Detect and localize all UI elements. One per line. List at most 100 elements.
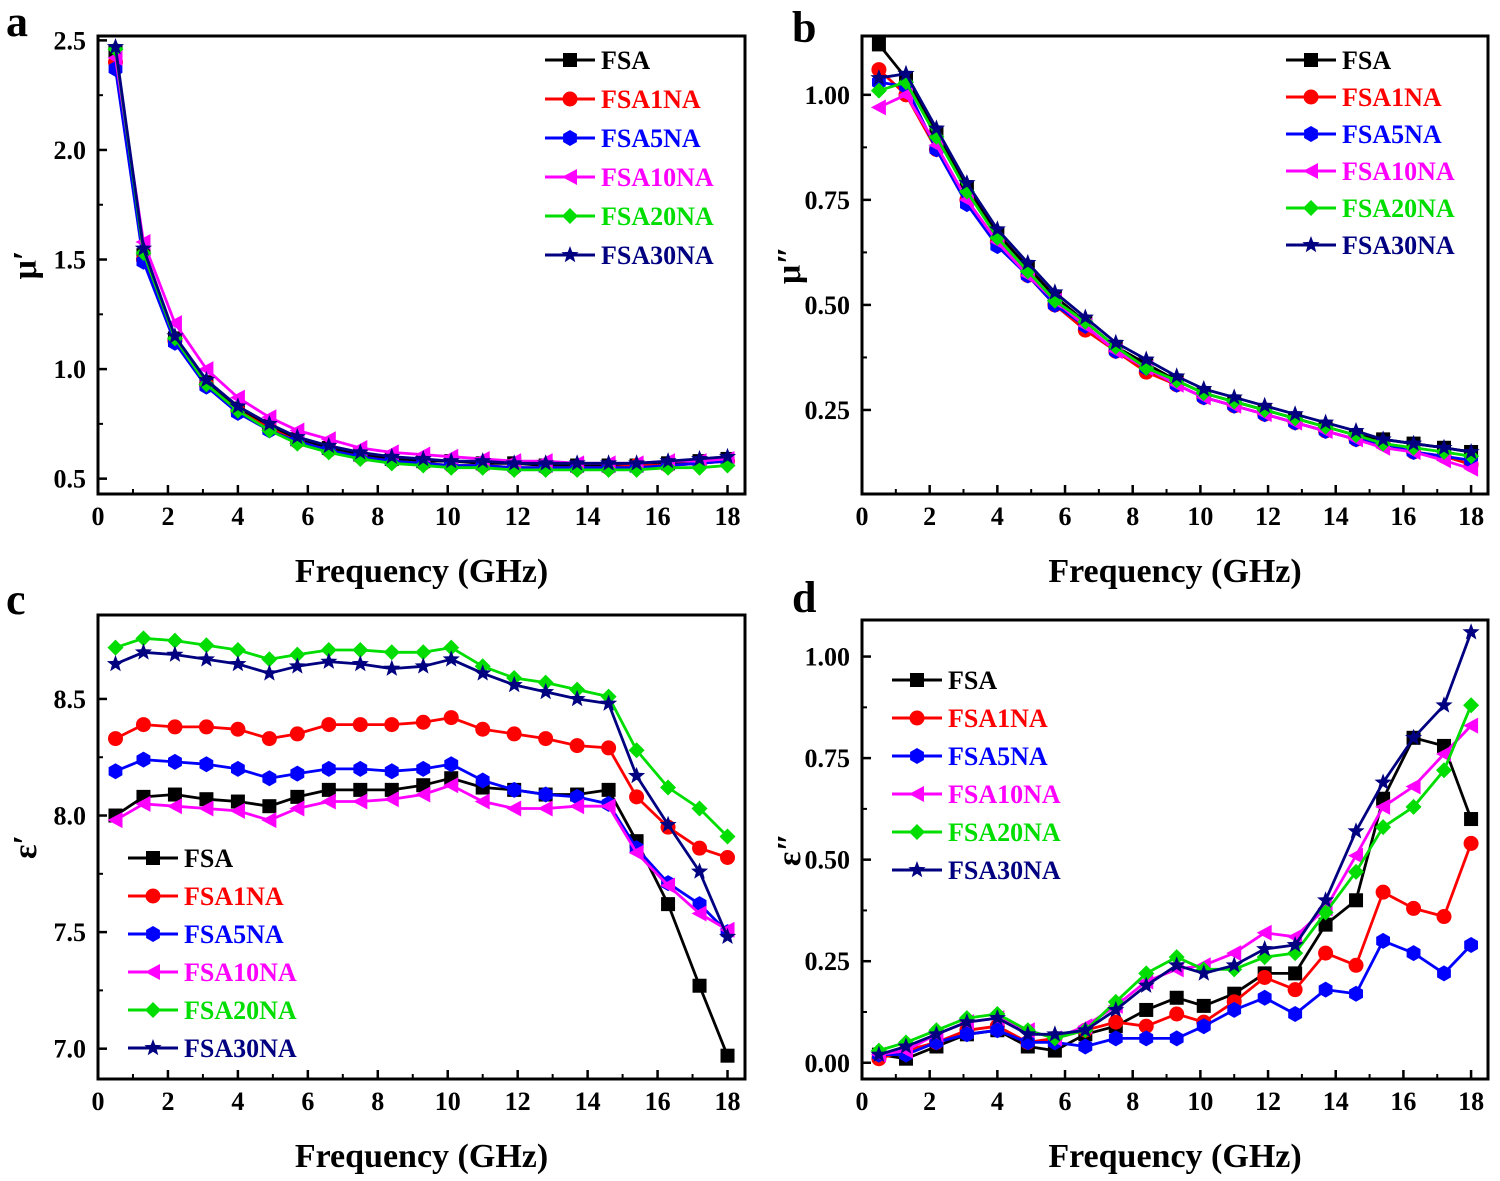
y-axis-label-b: μ″ <box>771 246 808 284</box>
legend-label: FSA1NA <box>601 85 701 114</box>
data-point <box>1348 847 1364 864</box>
data-point <box>691 905 707 922</box>
data-point <box>1195 380 1213 397</box>
data-point <box>353 760 368 777</box>
y-tick-label-a: 2.0 <box>54 136 87 165</box>
x-tick-label-b: 10 <box>1187 502 1213 531</box>
data-point <box>474 452 492 469</box>
data-point <box>166 798 182 815</box>
x-tick-label-b: 8 <box>1126 502 1139 531</box>
data-point <box>474 793 490 810</box>
data-point <box>229 389 245 406</box>
data-point <box>538 731 554 747</box>
data-point <box>290 765 305 782</box>
data-point <box>1288 966 1303 981</box>
plot-frame-a <box>96 34 747 496</box>
data-point <box>415 644 432 661</box>
data-point <box>320 436 338 454</box>
data-point <box>569 798 585 815</box>
panel-b: b 0 2 4 6 8 10 12 14 16 18 0.25 0.50 0.75 1.00 Frequen… <box>771 3 1490 590</box>
data-point <box>1226 945 1242 962</box>
data-point <box>692 840 708 856</box>
data-point <box>416 760 431 777</box>
data-point <box>229 655 247 672</box>
data-point <box>1348 863 1365 880</box>
data-point <box>537 682 555 700</box>
data-point <box>1225 956 1243 973</box>
data-point <box>134 643 152 660</box>
data-point <box>289 435 306 452</box>
panel-letter-a: a <box>6 0 28 46</box>
data-point <box>383 447 401 464</box>
data-point <box>1225 388 1243 405</box>
data-point <box>1139 1002 1154 1017</box>
data-point <box>1108 1030 1123 1047</box>
legend-marker <box>145 964 160 980</box>
legend-marker <box>562 208 578 224</box>
data-point <box>628 766 646 784</box>
data-point <box>1046 1025 1064 1042</box>
data-point <box>444 756 459 773</box>
data-point <box>870 82 887 99</box>
data-point <box>870 99 886 116</box>
data-point <box>474 459 491 476</box>
data-point <box>1435 438 1453 456</box>
data-point <box>1374 773 1392 790</box>
panel-letter-b: b <box>792 3 816 52</box>
data-point <box>1462 443 1480 460</box>
data-point <box>601 782 616 797</box>
data-point <box>958 1013 976 1030</box>
data-point <box>505 454 523 471</box>
data-point <box>659 815 677 833</box>
data-point <box>1375 819 1392 836</box>
x-tick-label-c: 4 <box>231 1087 244 1116</box>
data-point <box>600 461 617 478</box>
data-point <box>1463 697 1480 714</box>
data-point <box>600 454 618 471</box>
data-point <box>1317 891 1335 908</box>
y-tick-label-b: 0.25 <box>805 396 851 425</box>
x-tick-label-c: 6 <box>301 1087 314 1116</box>
x-tick-label-c: 0 <box>92 1087 105 1116</box>
x-tick-label-c: 16 <box>645 1087 671 1116</box>
data-point <box>628 454 646 471</box>
data-point <box>1256 924 1272 941</box>
x-tick-label-a: 6 <box>301 502 314 531</box>
x-tick-label-a: 8 <box>371 502 384 531</box>
data-point <box>289 800 305 817</box>
data-point <box>691 800 708 817</box>
data-point <box>167 719 183 735</box>
legend-label: FSA10NA <box>1342 157 1455 186</box>
data-point <box>1405 434 1423 451</box>
data-point <box>1463 835 1479 851</box>
data-point <box>661 897 676 912</box>
data-point <box>229 641 246 658</box>
data-point <box>506 800 522 817</box>
data-point <box>384 763 399 780</box>
legend-label: FSA5NA <box>601 124 701 153</box>
data-point <box>601 740 617 756</box>
data-point <box>1318 917 1333 932</box>
data-point <box>199 756 214 773</box>
data-point <box>660 877 676 894</box>
x-tick-label-d: 16 <box>1390 1087 1416 1116</box>
legend-marker <box>144 1039 162 1056</box>
x-tick-label-d: 14 <box>1323 1087 1349 1116</box>
legend-label: FSA1NA <box>948 704 1048 733</box>
data-point <box>230 721 246 737</box>
data-point <box>136 751 151 768</box>
data-point <box>352 717 368 733</box>
x-tick-label-c: 8 <box>371 1087 384 1116</box>
data-point <box>321 717 337 733</box>
data-point <box>262 799 277 814</box>
data-point <box>1137 350 1155 367</box>
x-tick-label-c: 14 <box>575 1087 601 1116</box>
data-point <box>988 1009 1006 1026</box>
data-point <box>415 457 432 474</box>
data-point <box>1046 283 1064 300</box>
data-point <box>538 786 553 803</box>
data-point <box>134 239 152 256</box>
y-tick-label-c: 7.0 <box>54 1035 87 1064</box>
data-point <box>628 844 644 861</box>
